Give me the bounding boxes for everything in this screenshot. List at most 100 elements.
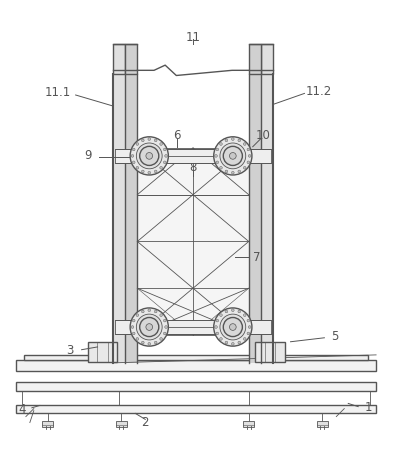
Text: 11.2: 11.2 xyxy=(305,85,332,98)
Bar xyxy=(255,342,285,361)
Circle shape xyxy=(141,310,144,313)
Circle shape xyxy=(136,314,139,317)
Circle shape xyxy=(223,146,242,165)
Circle shape xyxy=(164,332,166,335)
Text: 1: 1 xyxy=(365,401,372,414)
Circle shape xyxy=(137,143,162,169)
Bar xyxy=(261,44,273,74)
Bar xyxy=(16,360,376,371)
Circle shape xyxy=(148,309,150,311)
Bar xyxy=(113,44,125,74)
Circle shape xyxy=(164,161,166,163)
Bar xyxy=(125,44,137,74)
Text: 3: 3 xyxy=(66,344,73,357)
Text: 4: 4 xyxy=(18,403,25,416)
Circle shape xyxy=(133,319,135,322)
Text: 5: 5 xyxy=(331,331,338,344)
Circle shape xyxy=(160,338,162,340)
Circle shape xyxy=(160,142,162,145)
Bar xyxy=(243,421,254,427)
Circle shape xyxy=(220,314,222,317)
Circle shape xyxy=(238,310,241,313)
Circle shape xyxy=(230,324,236,330)
Circle shape xyxy=(232,309,234,311)
Circle shape xyxy=(216,319,219,322)
Circle shape xyxy=(146,153,152,159)
Circle shape xyxy=(244,166,246,169)
Bar xyxy=(113,74,125,363)
Bar xyxy=(261,74,273,363)
Text: 6: 6 xyxy=(174,129,181,142)
Circle shape xyxy=(216,161,219,163)
Circle shape xyxy=(165,155,168,157)
Circle shape xyxy=(136,166,139,169)
Circle shape xyxy=(137,314,162,340)
Text: 11.1: 11.1 xyxy=(45,86,71,99)
Circle shape xyxy=(248,325,251,328)
Text: 10: 10 xyxy=(255,129,270,142)
Circle shape xyxy=(247,161,250,163)
Circle shape xyxy=(164,319,166,322)
Circle shape xyxy=(215,155,217,157)
Circle shape xyxy=(154,170,157,173)
Circle shape xyxy=(238,341,241,344)
Circle shape xyxy=(225,310,228,313)
Circle shape xyxy=(133,148,135,151)
Circle shape xyxy=(238,139,241,142)
Circle shape xyxy=(225,139,228,142)
Text: 7: 7 xyxy=(253,251,260,264)
Circle shape xyxy=(238,170,241,173)
Circle shape xyxy=(216,148,219,151)
Circle shape xyxy=(154,310,157,313)
Circle shape xyxy=(148,342,150,345)
Circle shape xyxy=(247,332,250,335)
Circle shape xyxy=(141,139,144,142)
Circle shape xyxy=(214,308,252,346)
Circle shape xyxy=(220,166,222,169)
Bar xyxy=(115,320,271,334)
Text: 9: 9 xyxy=(84,149,91,163)
Bar xyxy=(249,74,261,363)
Circle shape xyxy=(131,325,134,328)
Circle shape xyxy=(140,146,159,165)
Circle shape xyxy=(232,171,234,174)
Circle shape xyxy=(220,142,222,145)
Circle shape xyxy=(220,338,222,340)
Circle shape xyxy=(232,342,234,345)
Circle shape xyxy=(214,137,252,175)
Circle shape xyxy=(136,142,139,145)
Circle shape xyxy=(244,338,246,340)
Circle shape xyxy=(225,341,228,344)
Circle shape xyxy=(160,166,162,169)
Circle shape xyxy=(164,148,166,151)
Circle shape xyxy=(247,148,250,151)
Circle shape xyxy=(141,170,144,173)
Circle shape xyxy=(131,155,134,157)
Circle shape xyxy=(133,332,135,335)
Bar xyxy=(125,74,137,363)
Bar xyxy=(16,404,376,413)
Circle shape xyxy=(141,341,144,344)
Circle shape xyxy=(230,153,236,159)
Bar xyxy=(249,44,261,74)
Circle shape xyxy=(165,325,168,328)
Bar xyxy=(16,382,376,391)
Bar xyxy=(115,149,271,163)
Bar xyxy=(24,355,368,360)
Circle shape xyxy=(247,319,250,322)
Circle shape xyxy=(154,341,157,344)
Circle shape xyxy=(244,142,246,145)
Circle shape xyxy=(216,332,219,335)
Circle shape xyxy=(146,324,152,330)
Circle shape xyxy=(133,161,135,163)
Circle shape xyxy=(248,155,251,157)
Circle shape xyxy=(225,170,228,173)
Circle shape xyxy=(220,143,246,169)
Bar xyxy=(42,421,53,427)
Circle shape xyxy=(215,325,217,328)
Bar xyxy=(137,148,249,335)
Circle shape xyxy=(148,138,150,141)
Circle shape xyxy=(244,314,246,317)
Circle shape xyxy=(223,318,242,337)
Circle shape xyxy=(140,318,159,337)
